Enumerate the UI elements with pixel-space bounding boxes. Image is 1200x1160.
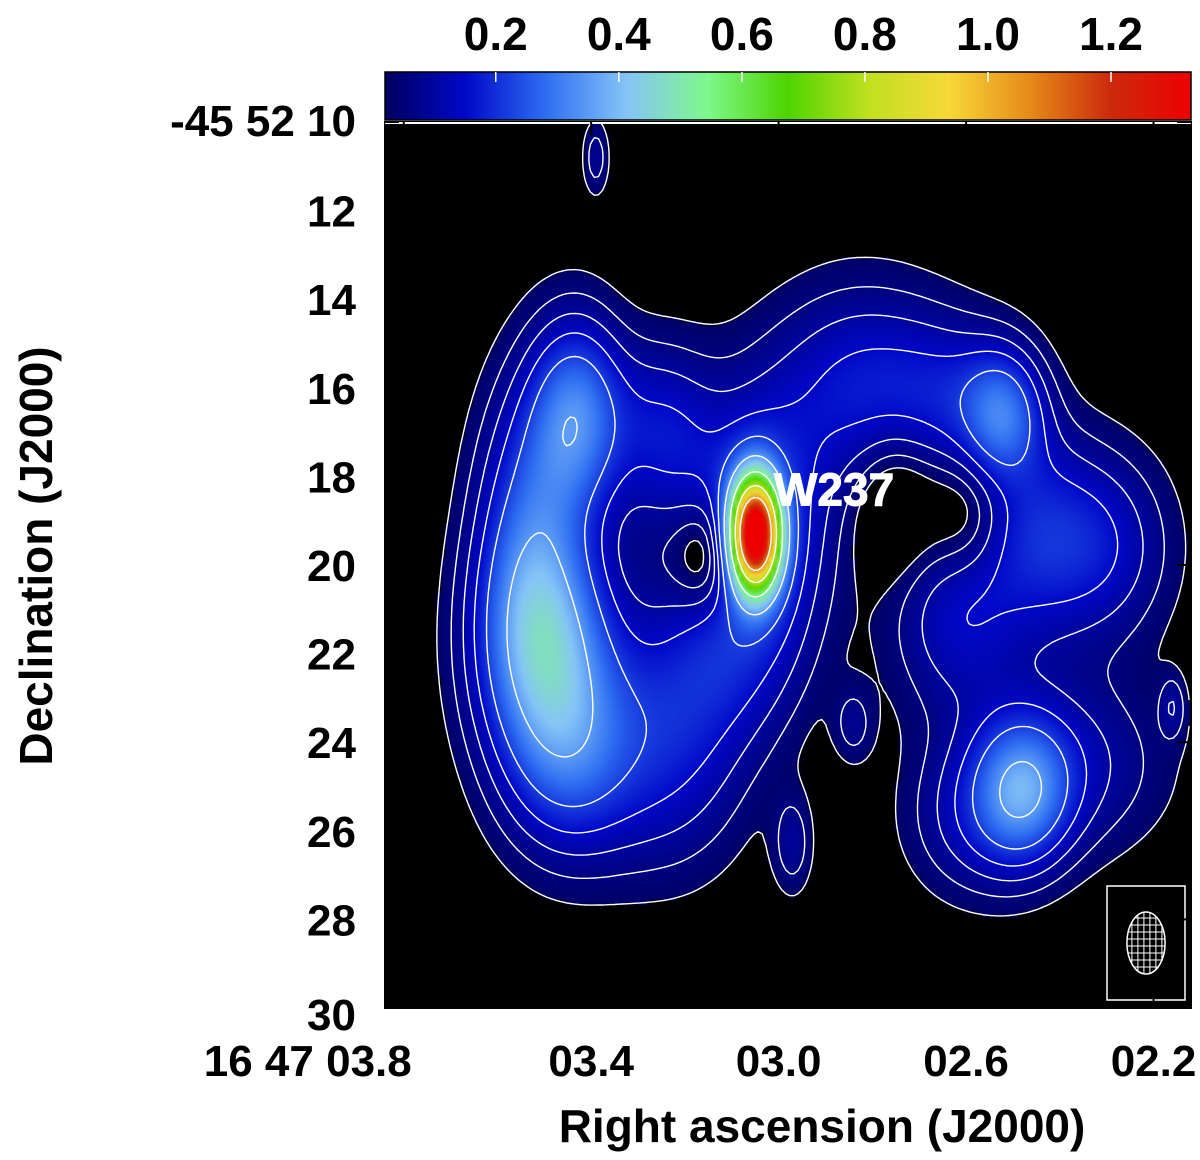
y-tick-label: -45 52 10 [170, 97, 356, 146]
x-tick-label: 03.4 [548, 1037, 634, 1086]
colorbar-tick-label: 0.8 [833, 8, 897, 60]
colorbar [384, 71, 1192, 121]
contour-level [462, 312, 1175, 882]
contour-level [506, 416, 1043, 819]
colorbar-tick-label: 0.6 [710, 8, 774, 60]
y-tick-label: 14 [307, 276, 356, 325]
x-axis-title: Right ascension (J2000) [559, 1100, 1086, 1152]
intensity-map [385, 122, 1191, 1008]
contour-level [450, 137, 1184, 898]
contour-level [436, 123, 1190, 917]
colorbar-tick-label: 0.2 [464, 8, 528, 60]
source-label-w237: W237 [774, 464, 894, 516]
y-tick-label: 20 [307, 542, 356, 591]
colorbar-ticks: 0.2 0.4 0.6 0.8 1.0 1.2 [464, 8, 1143, 82]
colorbar-tick-label: 0.4 [587, 8, 651, 60]
x-axis-ticks: 16 47 03.8 03.4 03.0 02.6 02.2 [204, 122, 1197, 1086]
x-tick-label: 02.2 [1111, 1037, 1197, 1086]
y-tick-label: 30 [307, 991, 356, 1040]
y-tick-label: 16 [307, 365, 356, 414]
beam-ellipse-box [1106, 885, 1186, 1001]
colorbar-tick-label: 1.2 [1079, 8, 1143, 60]
y-axis-title: Declination (J2000) [10, 346, 62, 765]
y-axis-ticks: -45 52 10 12 14 16 18 20 22 24 26 28 30 [170, 97, 1191, 1040]
contour-level [473, 332, 1119, 867]
y-tick-label: 18 [307, 453, 356, 502]
beam-hatch [1127, 912, 1165, 975]
contour-level [734, 484, 778, 584]
beam-box [1106, 885, 1186, 1001]
contour-level [739, 496, 772, 572]
y-tick-label: 24 [307, 719, 356, 768]
x-tick-label: 16 47 03.8 [204, 1037, 412, 1086]
x-tick-label: 02.6 [923, 1037, 1009, 1086]
x-tick-label: 03.0 [736, 1037, 822, 1086]
contour-level [729, 471, 784, 598]
contour-level [485, 355, 1069, 850]
colorbar-tick-label: 1.0 [956, 8, 1020, 60]
contour-lines [436, 123, 1190, 917]
y-tick-label: 26 [307, 808, 356, 857]
y-tick-label: 12 [307, 188, 356, 237]
y-tick-label: 28 [307, 896, 356, 945]
y-tick-label: 22 [307, 631, 356, 680]
